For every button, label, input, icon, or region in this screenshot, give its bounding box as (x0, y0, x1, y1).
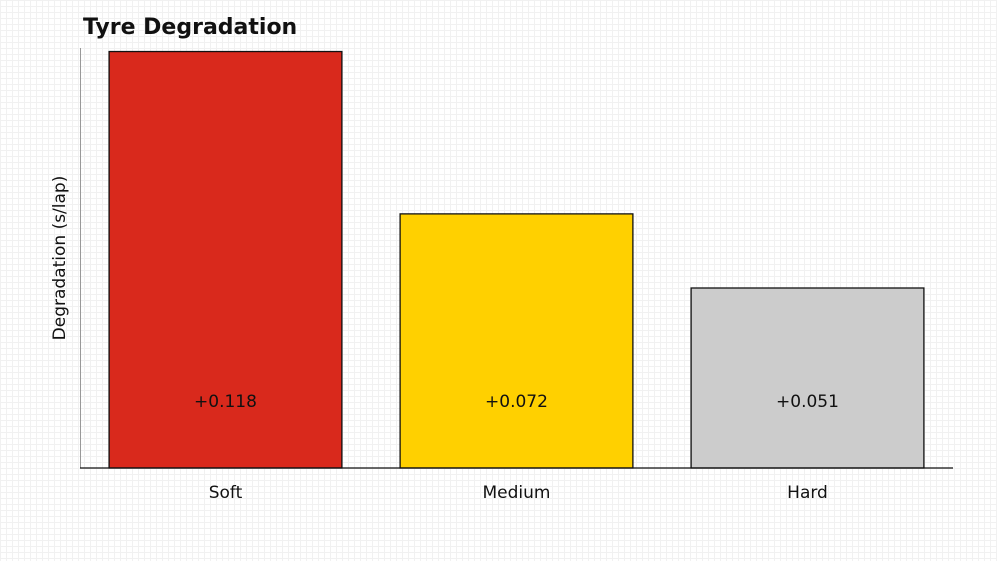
x-tick-label: Hard (787, 483, 828, 503)
value-label: +0.118 (194, 392, 257, 412)
chart-title: Tyre Degradation (83, 15, 297, 40)
bar (690, 287, 925, 469)
x-tick-label: Soft (209, 483, 243, 503)
value-label: +0.051 (776, 392, 839, 412)
x-tick-label: Medium (483, 483, 551, 503)
bar (399, 213, 634, 469)
y-axis-label: Degradation (s/lap) (50, 176, 70, 341)
value-label: +0.072 (485, 392, 548, 412)
